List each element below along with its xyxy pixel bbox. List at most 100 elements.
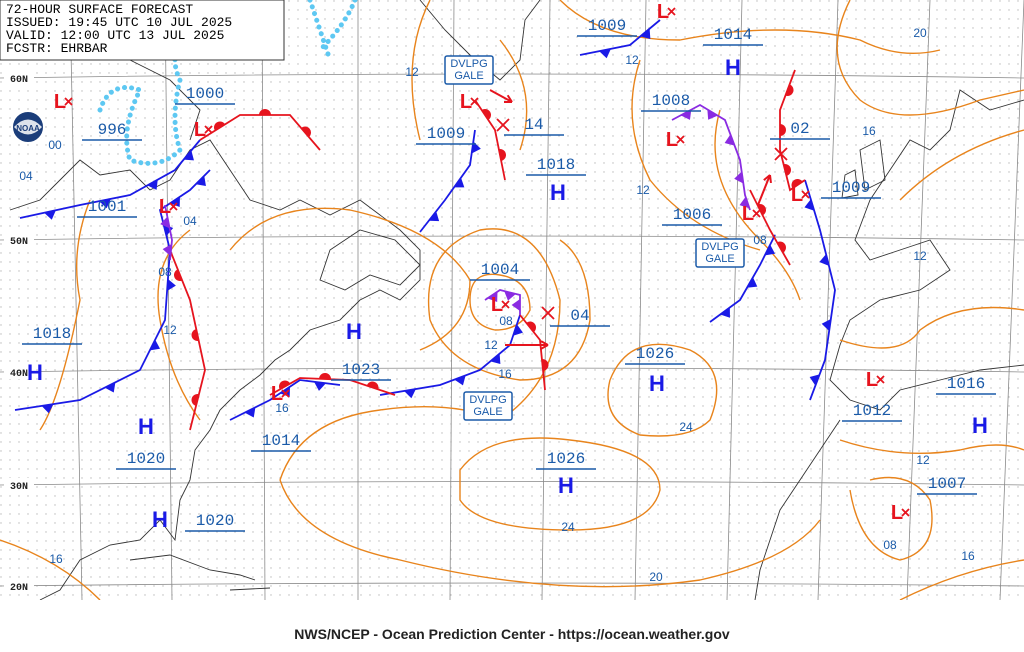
pressure-label: 1012 <box>853 402 891 420</box>
low-center: L <box>491 294 503 316</box>
header-line: ISSUED: 19:45 UTC 10 JUL 2025 <box>6 15 232 30</box>
warm-front-bump <box>279 380 291 390</box>
occluded-front-barb <box>504 291 516 301</box>
motion-arrowhead <box>503 94 513 104</box>
latitude-label-box <box>4 233 34 247</box>
front-line <box>379 314 521 396</box>
warm-front-bump <box>301 126 311 138</box>
cold-front-barb <box>314 381 326 391</box>
cold-front-barb <box>163 224 174 236</box>
low-center-mark <box>801 190 810 199</box>
header-box <box>0 0 285 61</box>
pressure-label: 1000 <box>186 85 224 103</box>
latitude-label-box <box>4 579 34 593</box>
pressure-label: 1004 <box>481 261 519 279</box>
cold-front-barb <box>804 199 815 211</box>
front-line <box>19 139 201 219</box>
isobar-label: 08 <box>499 314 513 328</box>
high-center: H <box>550 180 566 205</box>
motion-arrow <box>489 89 513 103</box>
low-center: L <box>891 502 903 524</box>
isobar-label: 12 <box>163 323 177 337</box>
footer-band <box>0 600 1024 652</box>
isobar-label: 16 <box>49 552 63 566</box>
warm-front-bump <box>777 241 786 253</box>
high-center: H <box>725 55 741 80</box>
low-center: L <box>54 91 66 113</box>
pressure-label: 14 <box>524 116 543 134</box>
graticule <box>0 0 1024 601</box>
warm-front-bump <box>780 124 786 136</box>
warm-front-bump <box>259 109 271 115</box>
latitude-label-box <box>4 71 34 85</box>
pressure-label: 1007 <box>928 475 966 493</box>
gale-label: GALE <box>473 406 502 418</box>
low-center-mark <box>901 508 910 517</box>
motion-arrow <box>757 174 771 206</box>
header-line: 72-HOUR SURFACE FORECAST <box>6 2 193 17</box>
warm-front-bump <box>791 179 803 189</box>
occluded-front-barb <box>160 216 170 229</box>
warm-front-bump <box>783 164 791 176</box>
cold-front-barb <box>41 404 54 414</box>
pressure-label: 1020 <box>127 450 165 468</box>
cold-front-barb <box>183 150 194 161</box>
low-center-mark <box>169 202 178 211</box>
pressure-label: 1009 <box>588 17 626 35</box>
latitude-label: 60N <box>10 75 28 86</box>
cold-front-barb <box>404 389 416 399</box>
pressure-label: 1001 <box>88 198 126 216</box>
occluded-front-barb <box>739 196 750 209</box>
front-line <box>474 99 506 181</box>
track-mark <box>774 147 788 161</box>
low-center: L <box>159 196 171 218</box>
low-center: L <box>194 119 206 141</box>
pressure-label: 1026 <box>547 450 585 468</box>
isobar-label: 08 <box>158 265 172 279</box>
warm-front-bump <box>541 359 549 371</box>
gale-label: DVLPG <box>450 58 487 70</box>
low-center-mark <box>64 97 73 106</box>
pressure-label: 1014 <box>714 26 752 44</box>
low-center: L <box>657 1 669 23</box>
cold-front-barb <box>747 277 758 288</box>
warm-front-bump <box>191 329 199 341</box>
high-center: H <box>27 360 43 385</box>
cold-front-barb <box>599 48 611 59</box>
warm-front-bump <box>191 394 199 406</box>
gale-label: DVLPG <box>469 394 506 406</box>
occluded-front-barb <box>162 244 172 256</box>
isobar-label: 12 <box>636 183 650 197</box>
low-center-mark <box>204 125 213 134</box>
cold-front-barb <box>764 244 776 256</box>
isobar-label: 04 <box>183 214 197 228</box>
cold-front-barb <box>244 407 256 418</box>
coastlines <box>9 0 1024 601</box>
isobar-label: 16 <box>498 367 512 381</box>
isobar-label: 12 <box>484 338 498 352</box>
isobar-label: 16 <box>275 401 289 415</box>
cold-front-barb <box>490 353 501 364</box>
high-center: H <box>346 319 362 344</box>
pressure-label: 1018 <box>33 325 71 343</box>
latitude-label-box <box>4 365 34 379</box>
latitude-label-box <box>4 478 34 492</box>
low-center-mark <box>667 7 676 16</box>
cold-front-barb <box>428 211 440 222</box>
warm-front-bump <box>481 109 491 120</box>
front-line <box>779 69 806 192</box>
pressure-label: 996 <box>98 121 127 139</box>
occluded-front-barb <box>511 299 520 311</box>
occluded-front-barb <box>734 171 744 184</box>
high-center: H <box>152 507 168 532</box>
isobar-label: 24 <box>561 520 575 534</box>
low-center: L <box>742 203 754 225</box>
low-center-mark <box>470 97 479 106</box>
low-center: L <box>866 369 878 391</box>
warm-front-bump <box>785 84 794 96</box>
track-mark <box>496 118 510 132</box>
isobar-label: 20 <box>649 570 663 584</box>
pressure-label: 1008 <box>652 92 690 110</box>
pressure-label: 1014 <box>262 432 300 450</box>
cold-front-barb <box>819 254 829 266</box>
